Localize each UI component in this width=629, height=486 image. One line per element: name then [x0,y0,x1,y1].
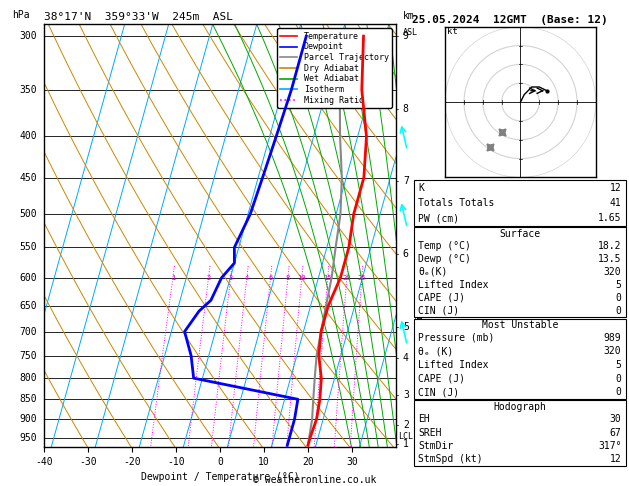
Text: 600: 600 [19,273,38,283]
Text: 9: 9 [403,31,409,41]
Text: Hodograph: Hodograph [493,401,547,412]
Legend: Temperature, Dewpoint, Parcel Trajectory, Dry Adiabat, Wet Adiabat, Isotherm, Mi: Temperature, Dewpoint, Parcel Trajectory… [277,29,392,108]
Text: hPa: hPa [13,10,30,20]
Text: Mixing Ratio (g/kg): Mixing Ratio (g/kg) [416,230,425,325]
Text: 18.2: 18.2 [598,241,621,251]
Text: 320: 320 [604,267,621,277]
Text: Surface: Surface [499,228,540,239]
Text: 320: 320 [604,347,621,356]
Text: 550: 550 [19,243,38,253]
Text: Dewp (°C): Dewp (°C) [418,254,471,264]
Text: Lifted Index: Lifted Index [418,360,489,370]
Text: 950: 950 [19,433,38,443]
Text: 650: 650 [19,301,38,311]
Text: K: K [418,183,424,192]
Text: Lifted Index: Lifted Index [418,280,489,290]
Text: 6: 6 [269,275,272,281]
Text: 38°17'N  359°33'W  245m  ASL: 38°17'N 359°33'W 245m ASL [44,12,233,22]
Text: 989: 989 [604,333,621,343]
Text: 2: 2 [206,275,211,281]
Text: 67: 67 [610,428,621,438]
Text: 800: 800 [19,373,38,383]
Text: CAPE (J): CAPE (J) [418,293,465,303]
Text: 850: 850 [19,394,38,404]
Text: 0: 0 [616,306,621,316]
Text: CIN (J): CIN (J) [418,306,459,316]
Text: PW (cm): PW (cm) [418,213,459,223]
Text: 350: 350 [19,85,38,95]
Text: 400: 400 [19,131,38,141]
Text: 700: 700 [19,327,38,337]
Text: 1: 1 [170,275,175,281]
Text: kt: kt [447,27,458,36]
Text: Most Unstable: Most Unstable [482,320,558,330]
Text: ASL: ASL [403,28,418,37]
Text: 3: 3 [403,390,409,400]
Text: Temp (°C): Temp (°C) [418,241,471,251]
Text: 5: 5 [403,322,409,331]
Text: θₑ (K): θₑ (K) [418,347,454,356]
Text: 7: 7 [403,176,409,186]
Text: LCL: LCL [399,432,413,441]
Text: 1.65: 1.65 [598,213,621,223]
Text: 1: 1 [403,438,409,449]
Text: 5: 5 [616,280,621,290]
Text: 8: 8 [403,104,409,114]
Text: 5: 5 [616,360,621,370]
Text: StmSpd (kt): StmSpd (kt) [418,454,483,465]
Text: 15: 15 [323,275,332,281]
Text: 10: 10 [298,275,306,281]
X-axis label: Dewpoint / Temperature (°C): Dewpoint / Temperature (°C) [141,472,299,483]
Text: 0: 0 [616,293,621,303]
Text: 3: 3 [228,275,233,281]
Text: SREH: SREH [418,428,442,438]
Text: CIN (J): CIN (J) [418,387,459,397]
Text: Totals Totals: Totals Totals [418,198,494,208]
Text: 6: 6 [403,249,409,259]
Text: 300: 300 [19,31,38,41]
Text: 500: 500 [19,209,38,219]
Text: 0: 0 [616,387,621,397]
Text: θₑ(K): θₑ(K) [418,267,448,277]
Text: 0: 0 [616,374,621,383]
Text: 20: 20 [343,275,351,281]
Text: 8: 8 [286,275,290,281]
Text: 30: 30 [610,414,621,424]
Text: 4: 4 [245,275,249,281]
Text: 2: 2 [403,420,409,430]
Text: 13.5: 13.5 [598,254,621,264]
Text: 4: 4 [403,353,409,363]
Text: 41: 41 [610,198,621,208]
Text: 25: 25 [358,275,366,281]
Text: 12: 12 [610,454,621,465]
Text: 317°: 317° [598,441,621,451]
Text: CAPE (J): CAPE (J) [418,374,465,383]
Text: 25.05.2024  12GMT  (Base: 12): 25.05.2024 12GMT (Base: 12) [412,15,608,25]
Text: 750: 750 [19,350,38,361]
Text: km: km [403,11,415,21]
Text: 450: 450 [19,173,38,183]
Text: StmDir: StmDir [418,441,454,451]
Text: 12: 12 [610,183,621,192]
Text: EH: EH [418,414,430,424]
Text: 900: 900 [19,414,38,424]
Text: Pressure (mb): Pressure (mb) [418,333,494,343]
Text: © weatheronline.co.uk: © weatheronline.co.uk [253,474,376,485]
